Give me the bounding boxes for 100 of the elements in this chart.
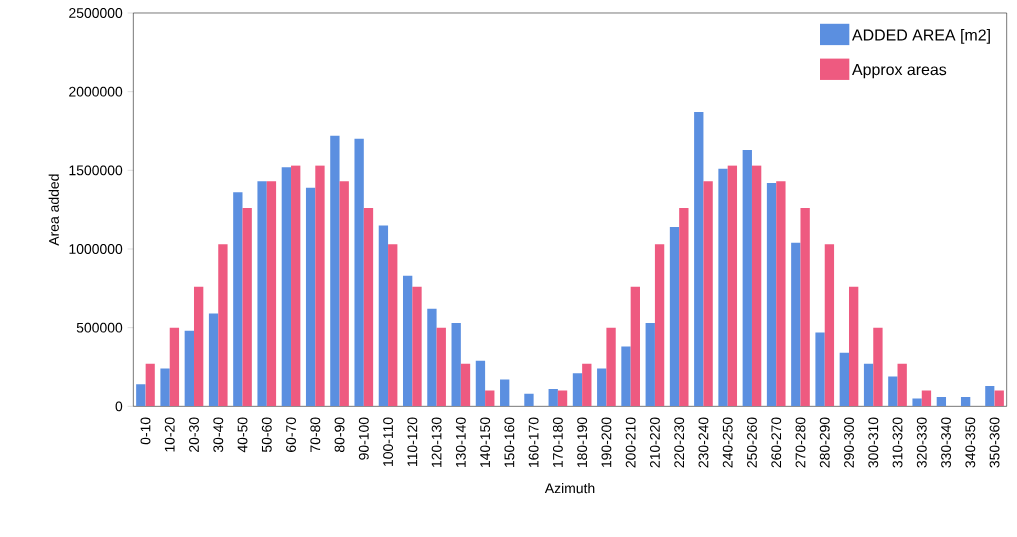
bar	[791, 242, 801, 407]
x-tick-label: 130-140	[455, 417, 466, 468]
bar	[427, 308, 437, 407]
bar	[145, 363, 155, 407]
x-tick-label: 230-240	[698, 417, 709, 468]
bar	[800, 208, 810, 407]
bar	[669, 226, 680, 407]
x-tick-label: 170-180	[552, 417, 563, 468]
bar	[266, 181, 277, 407]
bar	[257, 181, 267, 407]
bar	[994, 390, 1004, 407]
x-tick-label: 300-310	[868, 417, 879, 468]
bar	[305, 187, 316, 407]
bar	[460, 363, 471, 407]
bar	[888, 376, 898, 407]
legend-label: ADDED AREA [m2]	[852, 28, 990, 44]
bar	[839, 352, 849, 407]
bar	[824, 244, 835, 407]
bar	[378, 225, 389, 407]
x-tick-label: 250-260	[747, 417, 757, 468]
bar	[766, 182, 777, 407]
bar	[897, 363, 907, 407]
x-axis-title: Azimuth	[544, 483, 595, 494]
bar	[703, 181, 713, 407]
bar	[597, 368, 607, 407]
bar	[412, 286, 422, 407]
y-tick-label: 1000000	[69, 244, 123, 254]
bar	[557, 390, 568, 407]
bar	[160, 368, 170, 407]
y-tick-label: 1500000	[69, 165, 123, 176]
bar	[330, 135, 340, 407]
bar	[402, 275, 413, 407]
x-tick-label: 160-170	[528, 417, 539, 468]
bar	[921, 390, 932, 407]
bar	[500, 379, 510, 407]
bar	[960, 396, 971, 407]
x-tick-label: 100-110	[383, 417, 394, 467]
bar	[388, 244, 398, 407]
x-tick-label: 200-210	[625, 417, 636, 468]
x-tick-label: 290-300	[844, 417, 854, 468]
bar	[315, 165, 325, 407]
x-tick-label: 120-130	[431, 417, 442, 468]
bar	[436, 327, 446, 407]
x-tick-label: 60-70	[286, 417, 296, 452]
y-tick-label: 2500000	[69, 8, 123, 18]
x-tick-label: 310-320	[892, 417, 903, 468]
bar	[727, 165, 738, 407]
bar	[242, 208, 252, 407]
x-tick-label: 320-330	[916, 417, 927, 468]
x-tick-label: 240-250	[722, 417, 733, 468]
bar	[208, 313, 219, 407]
bar	[679, 208, 689, 407]
bar	[582, 363, 592, 407]
y-tick-label: 0	[115, 401, 123, 412]
bar	[815, 332, 825, 407]
legend-label: Approx areas	[852, 64, 947, 79]
bar	[654, 244, 665, 407]
x-tick-label: 260-270	[771, 417, 782, 468]
y-axis-title: Area added	[48, 174, 59, 246]
x-tick-label: 140-150	[480, 417, 491, 468]
bar	[936, 396, 947, 407]
x-tick-label: 210-220	[649, 417, 660, 468]
bar	[751, 165, 762, 407]
bar	[193, 286, 204, 407]
x-tick-label: 340-350	[965, 417, 976, 468]
bar	[621, 346, 631, 407]
x-tick-label: 80-90	[334, 417, 345, 452]
bar	[485, 390, 495, 407]
bar	[985, 385, 995, 407]
bar	[218, 244, 228, 407]
bar	[281, 167, 292, 407]
x-tick-label: 110-120	[407, 417, 418, 467]
x-tick-label: 220-230	[674, 417, 685, 468]
x-tick-label: 150-160	[504, 417, 515, 468]
bar	[524, 393, 534, 407]
x-tick-label: 180-190	[577, 417, 588, 468]
bar	[363, 208, 374, 407]
bar	[233, 192, 243, 407]
bar	[572, 373, 583, 407]
x-tick-label: 70-80	[310, 417, 321, 452]
bar	[912, 398, 922, 407]
y-tick-label: 500000	[76, 322, 123, 333]
bar	[451, 322, 461, 407]
x-tick-label: 330-340	[941, 417, 951, 468]
y-tick-label: 2000000	[69, 86, 123, 97]
bar	[169, 327, 180, 407]
bar	[548, 389, 558, 407]
x-tick-label: 10-20	[164, 417, 175, 452]
x-tick-label: 190-200	[601, 417, 612, 468]
bar	[606, 327, 616, 407]
bar	[645, 322, 655, 407]
bar	[863, 363, 874, 407]
x-tick-label: 0-10	[140, 417, 151, 445]
x-tick-label: 280-290	[819, 417, 830, 468]
x-tick-label: 20-30	[189, 417, 199, 452]
bar	[291, 165, 301, 407]
bar	[849, 286, 859, 407]
x-tick-label: 50-60	[261, 417, 272, 453]
bar	[873, 327, 883, 407]
bar	[718, 168, 728, 407]
